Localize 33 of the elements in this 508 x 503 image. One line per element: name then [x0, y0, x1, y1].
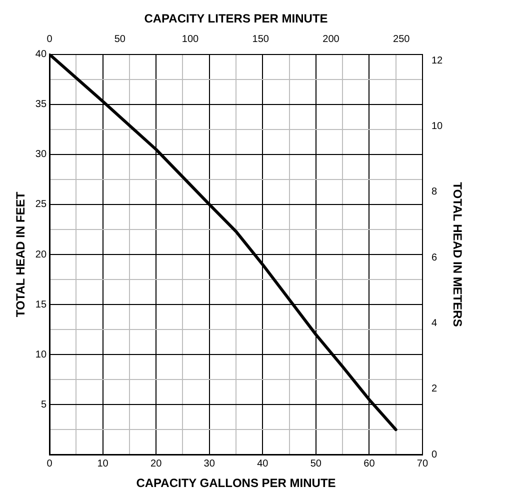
y-tick-label: 10 — [35, 349, 47, 360]
x-tick-label: 20 — [150, 458, 162, 470]
x-tick-label: 60 — [364, 458, 376, 470]
y2-tick-label: 12 — [431, 55, 444, 66]
x2-tick-label: 100 — [182, 34, 200, 46]
x-tick-label: 10 — [97, 458, 109, 470]
x-tick-label: 30 — [204, 458, 216, 470]
x-tick-label: 50 — [310, 458, 322, 470]
y2-axis-title: TOTAL HEAD IN METERS — [450, 182, 464, 327]
y-tick-label: 20 — [35, 249, 47, 260]
x2-tick-label: 150 — [252, 34, 270, 46]
y2-tick-label: 6 — [431, 252, 438, 264]
y-tick-label: 15 — [35, 299, 47, 310]
y-axis-title: TOTAL HEAD IN FEET — [14, 191, 28, 318]
y-tick-label: 30 — [35, 149, 47, 160]
y-tick-label: 40 — [35, 49, 47, 60]
x-tick-label: 70 — [416, 458, 428, 470]
y2-tick-label: 8 — [431, 186, 438, 198]
y-tick-label: 35 — [35, 99, 47, 110]
y2-tick-label: 10 — [431, 121, 444, 132]
y2-tick-label: 4 — [431, 318, 438, 330]
y-tick-label: 5 — [40, 399, 47, 410]
y2-tick-label: 0 — [431, 449, 438, 460]
x2-tick-label: 250 — [393, 34, 410, 46]
x-axis-title: CAPACITY GALLONS PER MINUTE — [136, 476, 336, 490]
x2-tick-label: 200 — [322, 34, 340, 46]
x-tick-label: 0 — [46, 458, 53, 470]
x-tick-label: 40 — [257, 458, 269, 470]
x2-axis-title: CAPACITY LITERS PER MINUTE — [144, 12, 328, 26]
x2-tick-label: 50 — [114, 34, 126, 46]
y-tick-label: 25 — [35, 199, 47, 210]
y2-tick-label: 2 — [431, 384, 438, 395]
x2-tick-label: 0 — [46, 34, 53, 46]
